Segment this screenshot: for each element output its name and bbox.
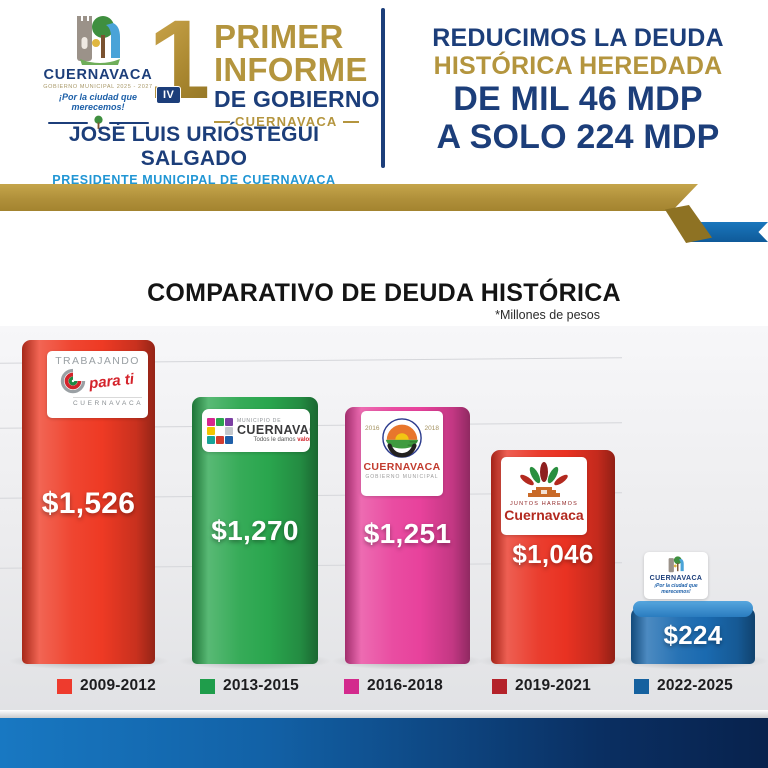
footer-divider-strip <box>0 710 768 718</box>
legend-swatch <box>57 678 72 694</box>
legend-label: 2022-2025 <box>657 677 733 694</box>
swirl-logo-icon <box>61 368 86 394</box>
municipal-logo-block: CUERNAVACA GOBIERNO MUNICIPAL 2025 - 202… <box>34 12 162 130</box>
legend-label: 2016-2018 <box>367 677 443 694</box>
legend-swatch <box>200 678 215 694</box>
legend-label: 2019-2021 <box>515 677 591 694</box>
admin-logo-card-2009-2012: TRABAJANDO para ti CUERNAVACA <box>47 351 148 418</box>
admin-logo-card-2016-2018: 2016 2018 CUERNAVACA GOBIERNO MUNICIPAL <box>361 411 443 496</box>
card2-sub: Todos le damos valor <box>253 437 311 444</box>
report-title-block: PRIMER INFORME DE GOBIERNO CUERNAVACA <box>214 20 382 129</box>
card2-main: CUERNAVACA <box>237 422 310 437</box>
edition-roman-badge: IV <box>156 86 182 104</box>
logo-city-name: CUERNAVACA <box>43 67 153 83</box>
report-title-line4: CUERNAVACA <box>235 114 338 130</box>
legend-item-2009-2012: 2009-2012 <box>57 677 156 695</box>
card4-main: Cuernavaca <box>504 507 584 523</box>
cuernavaca-emblem-icon <box>77 16 120 65</box>
chart-unit-note: *Millones de pesos <box>495 308 600 322</box>
headline-line4: A SOLO 224 MDP <box>436 118 720 157</box>
headline-line3: DE MIL 46 MDP <box>453 80 703 118</box>
legend-item-2019-2021: 2019-2021 <box>492 677 591 695</box>
card4-top: JUNTOS HAREMOS <box>509 501 579 507</box>
mayor-title: PRESIDENTE MUNICIPAL DE CUERNAVACA <box>52 173 336 187</box>
report-title-line3: DE GOBIERNO <box>214 86 380 112</box>
bar-value-label: $1,251 <box>363 518 452 549</box>
card3-years: 2016 2018 <box>365 425 439 432</box>
card3-main: CUERNAVACA <box>363 461 441 473</box>
edition-numeral-block: 1 IV <box>148 3 218 118</box>
footer-bar: Municipio de Cuernavaca www.cuernavaca.g… <box>0 718 768 768</box>
logo-tagline: ¡Por la ciudad que merecemos! <box>58 92 137 112</box>
card1-line3: CUERNAVACA <box>73 397 142 407</box>
chart-title: COMPARATIVO DE DEUDA HISTÓRICA <box>147 279 621 307</box>
card5-main: CUERNAVACA <box>649 575 703 582</box>
card3-sub: GOBIERNO MUNICIPAL <box>365 474 439 480</box>
bar-value-label: $224 <box>663 620 723 650</box>
mosaic-logo-icon <box>207 417 233 444</box>
bar-value-label: $1,046 <box>512 539 594 569</box>
legend-item-2016-2018: 2016-2018 <box>344 677 443 695</box>
legend-swatch <box>634 678 649 694</box>
report-title-line1: PRIMER <box>214 18 344 55</box>
cuernavaca-emblem-small-icon <box>668 556 684 573</box>
ribbon-gold-band <box>0 184 698 211</box>
card1-line2: para ti <box>88 370 136 392</box>
headline-line2: HISTÓRICA HEREDADA <box>433 52 723 80</box>
card1-line1: TRABAJANDO <box>55 355 140 367</box>
sun-field-logo-icon <box>382 418 422 458</box>
legend-label: 2009-2012 <box>80 677 156 694</box>
logo-subtitle: GOBIERNO MUNICIPAL 2025 - 2027 <box>43 84 153 90</box>
admin-logo-card-2013-2015: MUNICIPIO DE CUERNAVACA Todos le damos v… <box>202 409 310 452</box>
report-title-city-row: CUERNAVACA <box>214 114 382 129</box>
bar-value-label: $1,526 <box>41 487 136 520</box>
bar-value-label: $1,270 <box>211 515 299 546</box>
legend-item-2022-2025: 2022-2025 <box>634 677 733 695</box>
mayor-name: JOSÉ LUIS URIÓSTEGUI SALGADO <box>68 123 320 170</box>
legend-swatch <box>492 678 507 694</box>
header-vertical-divider <box>381 8 385 168</box>
card5-sub: ¡Por la ciudad que merecemos! <box>654 583 698 595</box>
leaves-pyramid-logo-icon <box>520 462 568 497</box>
bar-2022-2025-top-face <box>633 601 753 617</box>
card2-top: MUNICIPIO DE <box>237 417 282 424</box>
small-tree-icon <box>93 115 103 129</box>
headline-line1: REDUCIMOS LA DEUDA <box>432 24 724 52</box>
admin-logo-card-2022-2025: CUERNAVACA ¡Por la ciudad que merecemos! <box>644 552 708 599</box>
legend-swatch <box>344 678 359 694</box>
logo-divider <box>34 115 162 130</box>
report-title-line2: INFORME <box>214 51 368 88</box>
admin-logo-card-2019-2021: JUNTOS HAREMOS Cuernavaca <box>501 457 587 535</box>
headline-block: REDUCIMOS LA DEUDA HISTÓRICA HEREDADA DE… <box>392 24 764 156</box>
legend-item-2013-2015: 2013-2015 <box>200 677 299 695</box>
mayor-block: JOSÉ LUIS URIÓSTEGUI SALGADO PRESIDENTE … <box>24 123 364 187</box>
legend-label: 2013-2015 <box>223 677 299 694</box>
